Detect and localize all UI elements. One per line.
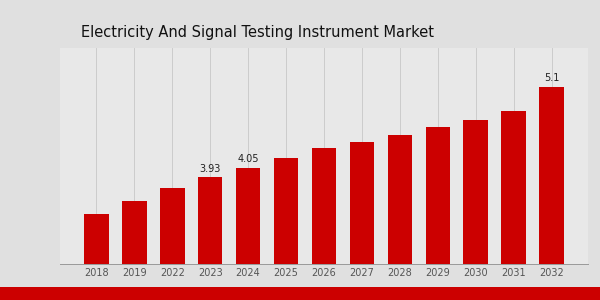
Bar bbox=[502, 111, 526, 300]
Bar bbox=[425, 128, 450, 300]
Bar bbox=[122, 201, 146, 300]
Bar bbox=[311, 148, 337, 300]
Bar bbox=[539, 87, 564, 300]
Bar bbox=[84, 214, 109, 300]
Bar bbox=[236, 168, 260, 300]
Text: Electricity And Signal Testing Instrument Market: Electricity And Signal Testing Instrumen… bbox=[81, 25, 434, 40]
Bar bbox=[160, 188, 185, 300]
Bar bbox=[350, 142, 374, 300]
Bar bbox=[388, 135, 412, 300]
Bar bbox=[274, 158, 298, 300]
Bar bbox=[198, 177, 223, 300]
Text: 3.93: 3.93 bbox=[199, 164, 221, 174]
Text: 4.05: 4.05 bbox=[238, 154, 259, 164]
Text: 5.1: 5.1 bbox=[544, 74, 559, 83]
Bar bbox=[463, 120, 488, 300]
